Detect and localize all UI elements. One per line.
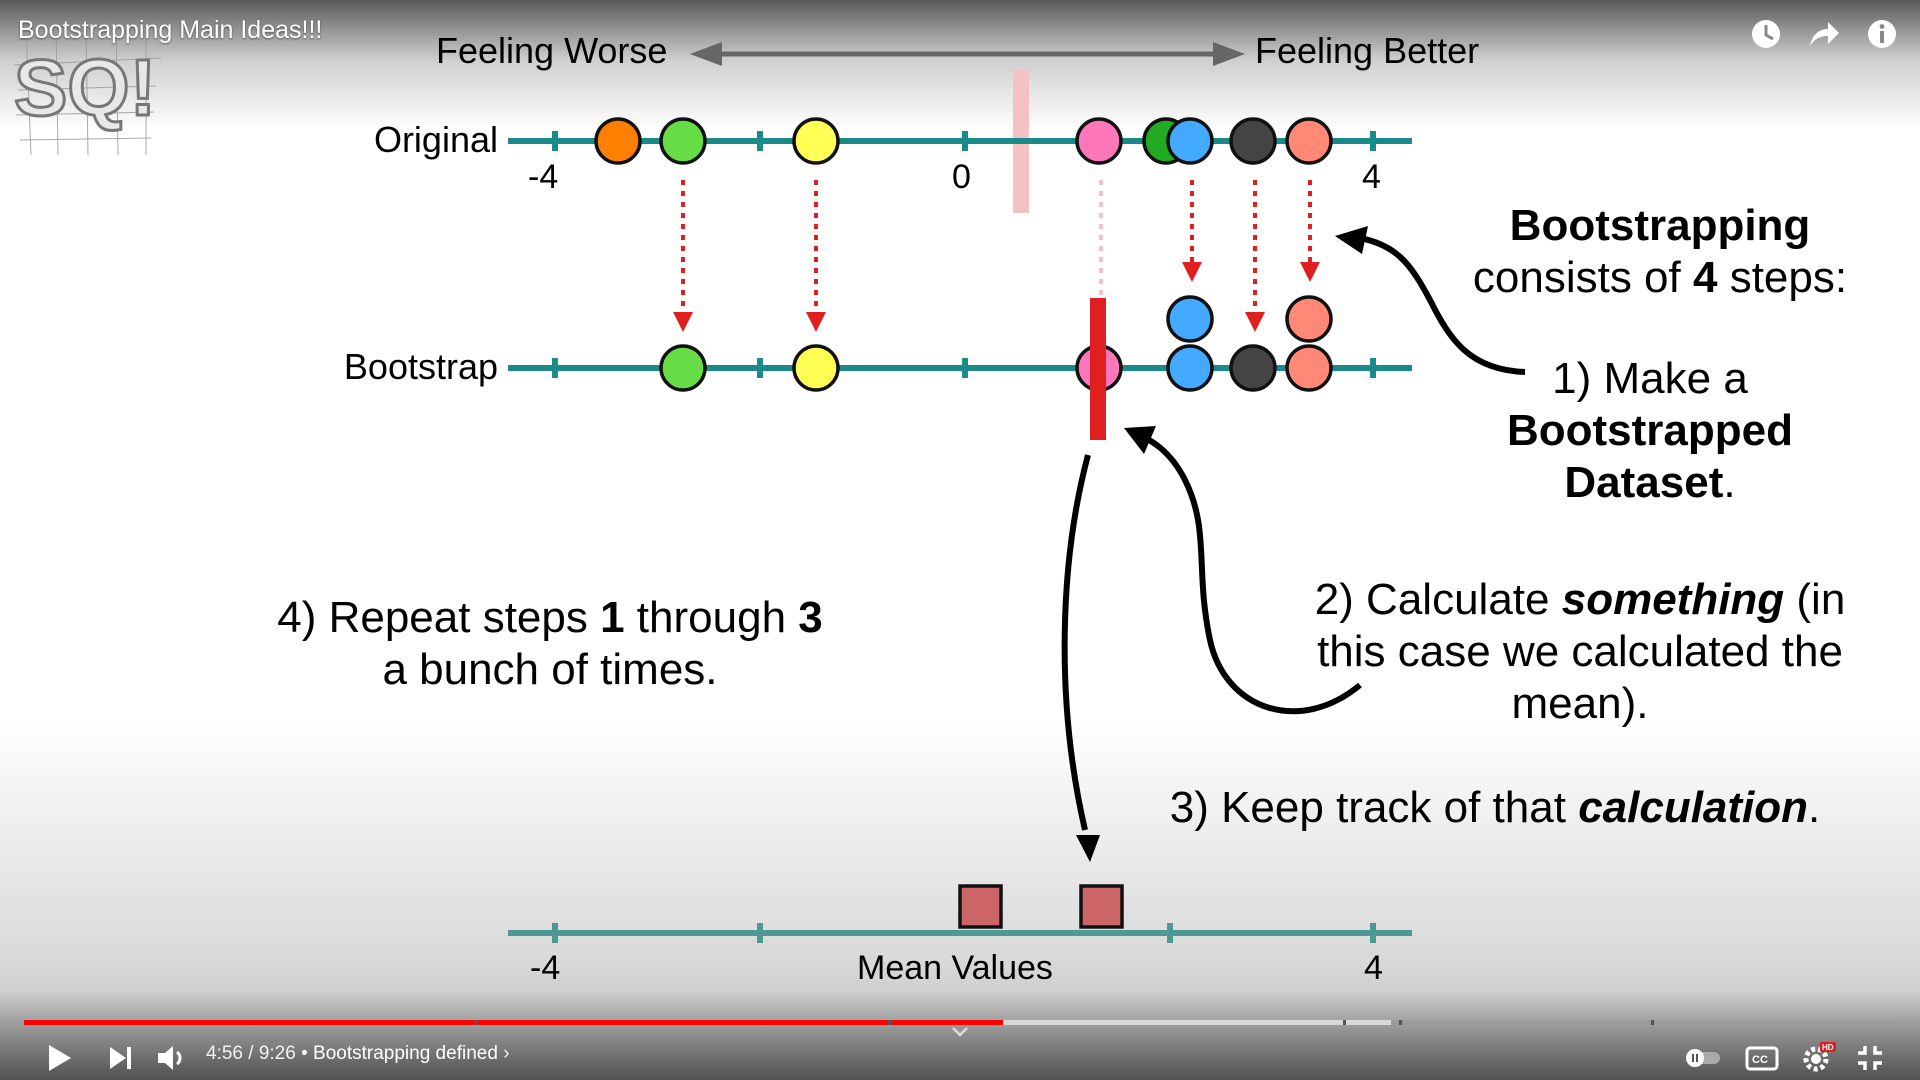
hd-badge-icon bbox=[1820, 1042, 1836, 1052]
original-point-darkgray bbox=[1229, 117, 1277, 165]
steps-heading-pre: consists of bbox=[1472, 252, 1693, 302]
step2-text: 2) Calculate something (in this case we … bbox=[1270, 574, 1890, 730]
step2-line2: this case we calculated the bbox=[1317, 626, 1843, 676]
bootstrap-point-blue bbox=[1166, 344, 1214, 392]
step2-post: (in bbox=[1784, 575, 1846, 624]
mean-value-square bbox=[958, 884, 1003, 929]
progress-played bbox=[24, 1020, 1004, 1025]
svg-text:HD: HD bbox=[1822, 1043, 1834, 1052]
step2-line3: mean). bbox=[1511, 678, 1649, 728]
chapter-divider bbox=[1343, 1020, 1346, 1025]
row-label-bootstrap: Bootstrap bbox=[343, 346, 498, 387]
chevron-down-icon[interactable] bbox=[948, 1024, 972, 1040]
steps-heading-title: Bootstrapping bbox=[1509, 201, 1811, 250]
chapter-divider bbox=[1651, 1020, 1654, 1025]
chapter-divider bbox=[475, 1020, 478, 1025]
row-label-original: Original bbox=[373, 119, 498, 160]
sampling-arrowheads bbox=[673, 262, 1320, 332]
time-current: 4:56 bbox=[206, 1043, 243, 1064]
chapter-separator: • bbox=[301, 1043, 308, 1064]
steps-heading: Bootstrapping consists of 4 steps: bbox=[1420, 200, 1900, 304]
feeling-arrow bbox=[690, 42, 1245, 66]
chapter-chevron-icon[interactable]: › bbox=[503, 1043, 510, 1064]
original-point-salmon bbox=[1285, 117, 1333, 165]
step3-pre: 3) Keep track of that bbox=[1169, 783, 1579, 832]
step2-arrow bbox=[1124, 426, 1362, 715]
step4-mid: through bbox=[624, 593, 799, 642]
captions-icon[interactable]: CC bbox=[1742, 1038, 1782, 1078]
volume-icon[interactable] bbox=[152, 1038, 192, 1078]
watch-later-icon[interactable] bbox=[1748, 16, 1784, 52]
channel-logo: SQ! bbox=[13, 24, 162, 156]
bootstrap-point-blue-stacked bbox=[1166, 295, 1214, 343]
share-icon[interactable] bbox=[1806, 16, 1842, 52]
original-point-pink bbox=[1075, 117, 1123, 165]
time-total: 9:26 bbox=[258, 1043, 296, 1064]
mean-tick-label-4: 4 bbox=[1364, 949, 1383, 987]
step3-text: 3) Keep track of that calculation. bbox=[1120, 782, 1870, 834]
feeling-worse-label: Feeling Worse bbox=[436, 30, 668, 71]
step3-arrow bbox=[1061, 454, 1100, 862]
chapter-divider bbox=[1399, 1020, 1402, 1025]
step3-post: . bbox=[1808, 783, 1821, 832]
bootstrap-point-darkgray bbox=[1229, 344, 1277, 392]
step4-line2: a bunch of times. bbox=[382, 644, 718, 694]
time-separator: / bbox=[248, 1043, 254, 1064]
bootstrap-mean-bar bbox=[1090, 298, 1106, 440]
tick-label-4: 4 bbox=[1362, 158, 1381, 196]
step1-line2: Bootstrapped bbox=[1507, 405, 1793, 455]
original-point-blue bbox=[1166, 117, 1214, 165]
slide-canvas bbox=[508, 42, 1526, 943]
mean-tick-label-neg4: -4 bbox=[530, 949, 561, 987]
svg-text:SQ!: SQ! bbox=[14, 43, 156, 132]
step1-period: . bbox=[1723, 457, 1736, 507]
chapter-title[interactable]: Bootstrapping defined bbox=[313, 1043, 498, 1064]
feeling-better-label: Feeling Better bbox=[1255, 30, 1480, 71]
settings-icon[interactable]: HD bbox=[1796, 1038, 1836, 1078]
autoplay-toggle-icon[interactable] bbox=[1680, 1038, 1728, 1078]
step1-text: 1) Make a Bootstrapped Dataset. bbox=[1450, 353, 1850, 509]
original-points bbox=[594, 117, 1333, 165]
chapter-divider bbox=[888, 1020, 891, 1025]
step4-text: 4) Repeat steps 1 through 3 a bunch of t… bbox=[230, 592, 870, 696]
tick-label-neg4: -4 bbox=[528, 158, 559, 196]
mean-values-axis bbox=[508, 923, 1412, 943]
play-icon[interactable] bbox=[38, 1038, 78, 1078]
player-controls: 4:56 / 9:26 • Bootstrapping defined › CC… bbox=[0, 1027, 1920, 1080]
mean-value-squares bbox=[958, 884, 1124, 929]
bootstrap-points bbox=[659, 295, 1333, 392]
mean-value-square bbox=[1079, 884, 1124, 929]
bootstrap-point-lightgreen bbox=[659, 344, 707, 392]
progress-bar[interactable] bbox=[24, 1020, 1896, 1025]
sampling-arrows bbox=[681, 180, 1312, 310]
bootstrap-point-salmon bbox=[1285, 344, 1333, 392]
svg-text:CC: CC bbox=[1752, 1054, 1768, 1066]
bootstrap-point-salmon-stacked bbox=[1285, 295, 1333, 343]
original-point-lightgreen bbox=[659, 117, 707, 165]
step3-em: calculation bbox=[1578, 783, 1809, 832]
step1-line1: 1) Make a bbox=[1552, 354, 1748, 403]
step1-arrow bbox=[1335, 226, 1526, 375]
bootstrap-point-yellow bbox=[792, 344, 840, 392]
step2-pre: 2) Calculate bbox=[1314, 575, 1562, 624]
step4-bold-1: 1 bbox=[600, 593, 625, 642]
mean-values-label: Mean Values bbox=[857, 949, 1053, 987]
steps-heading-num: 4 bbox=[1692, 252, 1718, 302]
steps-heading-post: steps: bbox=[1717, 252, 1848, 302]
step4-pre: 4) Repeat steps bbox=[277, 593, 601, 642]
time-display: 4:56 / 9:26 • Bootstrapping defined › bbox=[206, 1043, 510, 1065]
step2-em: something bbox=[1561, 575, 1785, 624]
exit-fullscreen-icon[interactable] bbox=[1850, 1038, 1890, 1078]
info-icon[interactable] bbox=[1864, 16, 1900, 52]
top-actions bbox=[1748, 16, 1900, 52]
video-title[interactable]: Bootstrapping Main Ideas!!! bbox=[18, 16, 323, 44]
original-point-orange bbox=[594, 117, 642, 165]
next-icon[interactable] bbox=[100, 1038, 140, 1078]
step4-bold-3: 3 bbox=[798, 593, 823, 642]
tick-label-0: 0 bbox=[952, 158, 971, 196]
step1-line3: Dataset bbox=[1564, 457, 1724, 507]
original-point-yellow bbox=[792, 117, 840, 165]
